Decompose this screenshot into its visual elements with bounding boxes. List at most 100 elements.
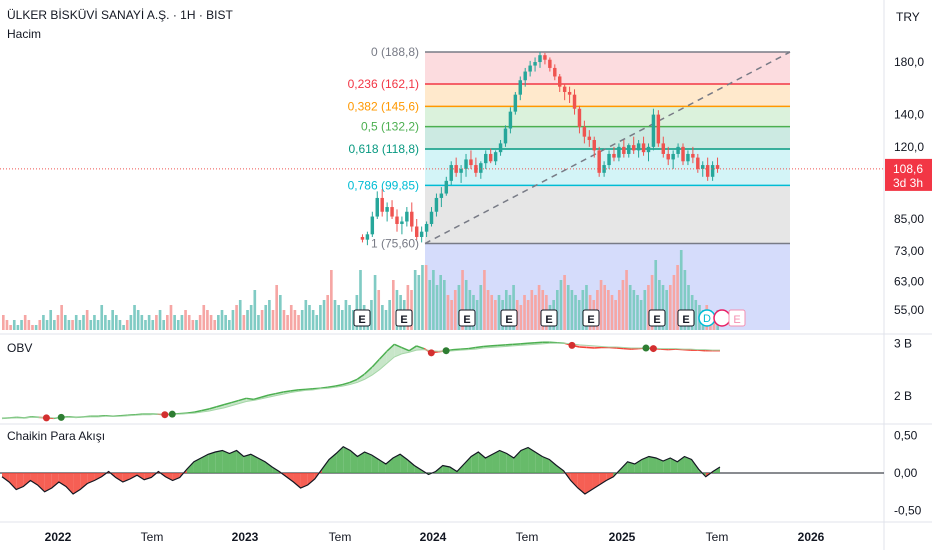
volume-bar bbox=[114, 315, 118, 330]
volume-bar bbox=[687, 285, 690, 330]
obv-line-segment bbox=[631, 347, 639, 350]
volume-bar bbox=[118, 320, 122, 330]
candle-body bbox=[646, 146, 651, 153]
volume-bar bbox=[191, 320, 195, 330]
obv-cross-dot bbox=[568, 341, 576, 349]
cmf-fill bbox=[236, 450, 244, 473]
volume-bar bbox=[639, 300, 643, 330]
volume-bar bbox=[679, 250, 683, 330]
volume-bar bbox=[599, 280, 603, 330]
cmf-fill bbox=[670, 458, 678, 473]
earnings-marker bbox=[582, 309, 600, 327]
volume-bar bbox=[607, 290, 610, 330]
cmf-line bbox=[1, 446, 721, 495]
cmf-fill bbox=[641, 456, 649, 473]
volume-bar bbox=[249, 305, 253, 330]
price-tick-label: 63,00 bbox=[894, 275, 924, 289]
volume-bar bbox=[479, 285, 483, 330]
cmf-fill bbox=[350, 450, 358, 473]
volume-bar bbox=[665, 290, 668, 330]
earnings-marker-label: E bbox=[505, 314, 512, 326]
volume-bar bbox=[636, 295, 639, 330]
obv-line-segment bbox=[209, 406, 217, 410]
volume-bar bbox=[373, 275, 377, 330]
candle-body bbox=[676, 146, 680, 154]
obv-fill bbox=[224, 402, 232, 408]
time-tick-label: 2024 bbox=[420, 530, 447, 544]
volume-bar bbox=[497, 295, 501, 330]
volume-bar bbox=[340, 310, 344, 330]
candle-body bbox=[503, 128, 508, 144]
cmf-fill bbox=[684, 456, 692, 473]
cmf-fill bbox=[257, 458, 266, 473]
volume-bar bbox=[319, 305, 322, 330]
cmf-fill bbox=[378, 459, 386, 473]
currency-button[interactable]: TRY bbox=[896, 10, 920, 24]
volume-bar bbox=[461, 270, 464, 330]
volume-bar bbox=[526, 300, 530, 330]
price-tick-label: 55,00 bbox=[894, 303, 924, 317]
volume-bar bbox=[231, 310, 235, 330]
obv-line-segment bbox=[135, 413, 143, 416]
obv-line-segment bbox=[490, 344, 498, 347]
earnings-marker bbox=[677, 309, 695, 327]
obv-line-segment bbox=[520, 342, 528, 345]
earnings-marker-label: E bbox=[358, 314, 365, 326]
time-tick-label: 2022 bbox=[45, 530, 72, 544]
cmf-fill bbox=[286, 473, 294, 482]
volume-bar bbox=[136, 310, 140, 330]
volume-bar bbox=[563, 275, 566, 330]
volume-bar bbox=[453, 290, 457, 330]
cmf-fill bbox=[492, 450, 500, 473]
candle-body bbox=[444, 180, 449, 194]
price-tick-label: 73,00 bbox=[894, 244, 924, 258]
volume-bar bbox=[370, 300, 373, 330]
volume-bar bbox=[559, 280, 563, 330]
split-marker bbox=[713, 309, 731, 327]
volume-bar bbox=[158, 310, 162, 330]
volume-bar bbox=[45, 320, 49, 330]
volume-bar bbox=[122, 325, 125, 330]
volume-bar bbox=[483, 270, 486, 330]
volume-bar bbox=[413, 270, 417, 330]
candle-body bbox=[380, 197, 384, 212]
cmf-fill bbox=[663, 458, 671, 473]
candle-body bbox=[439, 193, 444, 198]
candle-body bbox=[464, 159, 468, 169]
cmf-fill bbox=[265, 461, 273, 473]
cmf-fill bbox=[2, 473, 10, 482]
cmf-fill bbox=[414, 465, 422, 473]
obv-line-segment bbox=[349, 378, 358, 384]
volume-bar bbox=[621, 280, 625, 330]
earnings-marker bbox=[540, 309, 558, 327]
cmf-fill bbox=[293, 473, 301, 488]
obv-line-segment bbox=[260, 394, 269, 398]
volume-bar bbox=[625, 270, 628, 330]
candle-body bbox=[414, 226, 419, 237]
volume-bar bbox=[5, 320, 9, 330]
cmf-fill bbox=[357, 452, 365, 473]
cmf-fill bbox=[407, 459, 415, 473]
earnings-marker bbox=[353, 309, 371, 327]
obv-line-segment bbox=[327, 385, 336, 388]
candle-body bbox=[405, 211, 409, 222]
volume-bar bbox=[104, 315, 107, 330]
candle-body bbox=[365, 234, 370, 240]
obv-line-segment bbox=[549, 341, 558, 344]
symbol-title: ÜLKER BİSKÜVİ SANAYİ A.Ş. · 1H · BIST bbox=[7, 8, 233, 22]
candle-body bbox=[459, 168, 463, 173]
cmf-fill bbox=[222, 450, 230, 473]
candle-body bbox=[636, 143, 641, 151]
volume-bar bbox=[326, 295, 330, 330]
obv-line-segment bbox=[320, 386, 328, 390]
obv-cross-dot bbox=[168, 410, 176, 418]
price-tick-label: 85,00 bbox=[894, 212, 924, 226]
volume-bar bbox=[16, 325, 20, 330]
volume-bar bbox=[34, 325, 38, 330]
obv-line-segment bbox=[483, 345, 491, 348]
volume-bar bbox=[38, 320, 42, 330]
cmf-fill bbox=[51, 473, 59, 488]
fib-zone bbox=[425, 126, 790, 149]
price-tick-label: 180,0 bbox=[894, 55, 924, 69]
